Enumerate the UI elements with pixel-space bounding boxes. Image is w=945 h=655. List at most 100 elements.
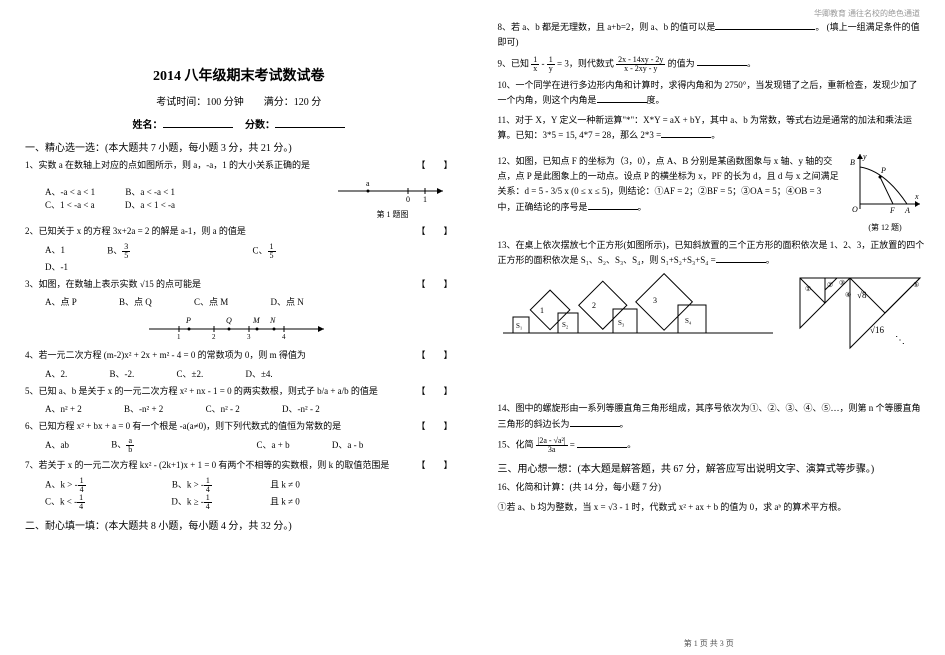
q1-text: 1、实数 a 在数轴上对应的点如图所示，则 a，-a，1 的大小关系正确的是	[25, 160, 310, 170]
q13: 13、在桌上依次摆放七个正方形(如图所示)，已知斜放置的三个正方形的面积依次是 …	[498, 238, 926, 269]
q15: 15、化简 |2a - √a²|3a = 。	[498, 437, 926, 454]
q6-D: D、a - b	[332, 438, 364, 451]
svg-text:F: F	[889, 206, 895, 215]
svg-text:3: 3	[247, 333, 251, 341]
q7-C: C、k < -14	[45, 494, 141, 511]
section-3-head: 三、用心想一想：(本大题是解答题，共 67 分，解答应写出说明文字、演算式等步骤…	[498, 460, 926, 475]
q6-B: B、ab	[111, 437, 214, 454]
svg-text:1: 1	[177, 333, 181, 341]
svg-text:②: ②	[827, 281, 833, 289]
q4: 4、若一元二次方程 (m-2)x² + 2x + m² - 4 = 0 的常数项…	[25, 348, 453, 362]
svg-text:0: 0	[406, 195, 410, 204]
q1-D: D、a < 1 < -a	[125, 198, 175, 211]
svg-text:2: 2	[212, 333, 216, 341]
svg-text:O: O	[852, 205, 858, 214]
svg-text:4: 4	[282, 333, 286, 341]
name-line: 姓名： 分数：	[25, 116, 453, 131]
q7-B: B、k > -14 且 k ≠ 0	[172, 477, 300, 494]
svg-text:a: a	[366, 179, 370, 188]
q5-C: C、n² - 2	[206, 402, 240, 415]
q4-text: 4、若一元二次方程 (m-2)x² + 2x + m² - 4 = 0 的常数项…	[25, 350, 306, 360]
q2-B: B、35	[107, 243, 210, 260]
q5-B: B、-n² + 2	[124, 402, 163, 415]
q6: 6、已知方程 x² + bx + a = 0 有一个根是 -a(a≠0)，则下列…	[25, 419, 453, 433]
svg-text:⋱: ⋱	[895, 335, 905, 346]
q2-options: A、1 B、35 C、15 D、-1	[45, 243, 453, 273]
q10: 10、一个同学在进行多边形内角和计算时，求得内角和为 2750°，当发现错了之后…	[498, 78, 926, 109]
q5-options: A、n² + 2 B、-n² + 2 C、n² - 2 D、-n² - 2	[45, 402, 453, 415]
answer-bracket: 【 】	[416, 158, 452, 172]
q3-text: 3、如图，在数轴上表示实数 √15 的点可能是	[25, 279, 201, 289]
q8-text: 8、若 a、b 都是无理数，且 a+b=2，则 a、b 的值可以是	[498, 22, 716, 32]
q2-C: C、15	[253, 243, 356, 260]
q6-options: A、ab B、ab C、a + b D、a - b	[45, 437, 453, 454]
q1-C: C、1 < -a < a	[45, 198, 95, 211]
q4-A: A、2.	[45, 367, 67, 380]
q2-text: 2、已知关于 x 的方程 3x+2a = 2 的解是 a-1，则 a 的值是	[25, 226, 246, 236]
exam-title: 2014 八年级期末考试数试卷	[25, 65, 453, 85]
svg-text:P: P	[880, 166, 886, 175]
q6-text: 6、已知方程 x² + bx + a = 0 有一个根是 -a(a≠0)，则下列…	[25, 421, 341, 431]
q16-1: ①若 a、b 均为整数，当 x = √3 - 1 时，代数式 x² + ax +…	[498, 500, 926, 515]
q4-B: B、-2.	[110, 367, 135, 380]
q7-A: A、k > -14	[45, 477, 142, 494]
svg-text:1: 1	[540, 306, 544, 315]
svg-text:A: A	[904, 206, 910, 215]
header-watermark: 华卿教育 通往名校的绝色通道	[814, 8, 920, 19]
q1-B: B、a < -a < 1	[125, 185, 175, 198]
q3-numberline: P Q M N 1 2 3 4	[25, 311, 453, 344]
section-1-head: 一、精心选一选：(本大题共 7 小题，每小题 3 分，共 21 分。)	[25, 139, 453, 154]
q1-numberline: a 0 1 第 1 题图	[333, 176, 453, 220]
svg-text:x: x	[914, 192, 919, 201]
svg-text:S₁: S₁	[516, 322, 522, 330]
q7-D: D、k ≥ -14 且 k ≠ 0	[171, 494, 299, 511]
q6-C: C、a + b	[257, 438, 290, 451]
q7-options: A、k > -14 B、k > -14 且 k ≠ 0 C、k < -14 D、…	[45, 477, 453, 511]
svg-text:√8: √8	[857, 290, 867, 300]
page-footer: 第 1 页 共 3 页	[473, 638, 945, 649]
q14-text: 14、图中的螺旋形由一系列等腰直角三角形组成，其序号依次为①、②、③、④、⑤…，…	[498, 403, 921, 428]
answer-bracket: 【 】	[416, 348, 452, 362]
q6-A: A、ab	[45, 438, 69, 451]
q1: 1、实数 a 在数轴上对应的点如图所示，则 a，-a，1 的大小关系正确的是 【…	[25, 158, 453, 172]
answer-bracket: 【 】	[416, 458, 452, 472]
svg-text:3: 3	[653, 296, 657, 305]
q5-A: A、n² + 2	[45, 402, 82, 415]
answer-bracket: 【 】	[416, 419, 452, 433]
q3-B: B、点 Q	[119, 295, 152, 308]
svg-text:2: 2	[592, 301, 596, 310]
q11: 11、对于 X，Y 定义一种新运算"*"：X*Y = aX + bY，其中 a、…	[498, 113, 926, 144]
q7: 7、若关于 x 的一元二次方程 kx² - (2k+1)x + 1 = 0 有两…	[25, 458, 453, 472]
full-score: 满分：120 分	[264, 97, 322, 108]
svg-text:S₂: S₂	[562, 321, 569, 329]
q3-D: D、点 N	[271, 295, 304, 308]
q2-D: D、-1	[45, 260, 68, 273]
q7-text: 7、若关于 x 的一元二次方程 kx² - (2k+1)x + 1 = 0 有两…	[25, 460, 389, 470]
svg-text:N: N	[269, 316, 276, 325]
q10-text: 10、一个同学在进行多边形内角和计算时，求得内角和为 2750°，当发现错了之后…	[498, 80, 918, 105]
q4-C: C、±2.	[177, 367, 204, 380]
svg-text:S₃: S₃	[618, 319, 625, 327]
section-2-head: 二、耐心填一填：(本大题共 8 小题，每小题 4 分，共 32 分。)	[25, 517, 453, 532]
q13-diagram: S₁ 1 S₂ 2 S₃ 3 S₄	[498, 273, 796, 346]
q5: 5、已知 a、b 是关于 x 的一元二次方程 x² + nx - 1 = 0 的…	[25, 384, 453, 398]
q14-diagram: ① ② ③ ④ √8 ⑤ √16 ⋱	[795, 273, 925, 396]
q12-text: 12、如图，已知点 F 的坐标为（3，0），点 A、B 分别是某函数图象与 x …	[498, 156, 839, 212]
svg-text:y: y	[862, 152, 867, 161]
q4-options: A、2. B、-2. C、±2. D、±4.	[45, 367, 453, 380]
q3-C: C、点 M	[194, 295, 228, 308]
svg-text:P: P	[185, 316, 191, 325]
q12-fig-label: (第 12 题)	[845, 222, 925, 233]
answer-bracket: 【 】	[416, 384, 452, 398]
q4-D: D、±4.	[245, 367, 272, 380]
exam-subtitle: 考试时间：100 分钟 满分：120 分	[25, 93, 453, 108]
q1-options: A、-a < a < 1 B、a < -a < 1 C、1 < -a < a D…	[45, 185, 333, 211]
name-label: 姓名：	[133, 120, 163, 131]
svg-text:B: B	[850, 158, 855, 167]
svg-text:1: 1	[423, 195, 427, 204]
answer-bracket: 【 】	[416, 277, 452, 291]
exam-time: 考试时间：100 分钟	[156, 97, 244, 108]
q2-A: A、1	[45, 243, 65, 256]
q1-fig-label: 第 1 题图	[333, 209, 453, 220]
q12-diagram: B P O F A x y (第 12 题)	[845, 149, 925, 233]
